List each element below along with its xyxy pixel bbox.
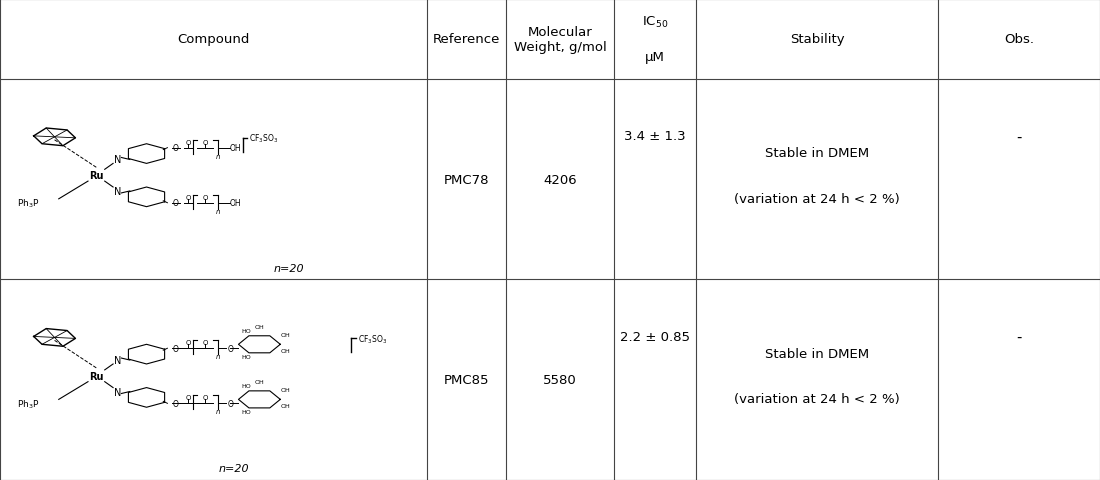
Text: (variation at 24 h < 2 %): (variation at 24 h < 2 %) <box>735 393 900 406</box>
Text: Ph$_3$P: Ph$_3$P <box>16 397 40 410</box>
Text: -: - <box>1016 329 1022 344</box>
Text: OH: OH <box>280 348 290 353</box>
Text: OH: OH <box>254 379 264 384</box>
Text: Stability: Stability <box>790 33 845 47</box>
Text: OH: OH <box>280 387 290 392</box>
Text: O: O <box>202 340 208 346</box>
Text: N: N <box>113 187 121 196</box>
Text: HO: HO <box>241 354 251 359</box>
Text: OH: OH <box>254 324 264 329</box>
Text: O: O <box>186 340 191 346</box>
Text: -: - <box>1016 129 1022 144</box>
Text: O: O <box>228 399 233 408</box>
Text: O: O <box>173 399 178 408</box>
Text: O: O <box>228 344 233 353</box>
Text: 3.4 ± 1.3: 3.4 ± 1.3 <box>624 130 686 143</box>
Text: n=20: n=20 <box>219 463 250 473</box>
Text: O: O <box>186 194 191 201</box>
Text: N: N <box>113 155 121 165</box>
Text: Molecular
Weight, g/mol: Molecular Weight, g/mol <box>514 26 606 54</box>
Text: O: O <box>202 140 208 145</box>
Text: HO: HO <box>241 328 251 333</box>
Text: O: O <box>173 344 178 353</box>
Text: O: O <box>186 140 191 145</box>
Text: Stable in DMEM: Stable in DMEM <box>766 347 869 360</box>
Text: OH: OH <box>280 403 290 408</box>
Text: Obs.: Obs. <box>1004 33 1034 47</box>
Text: 2.2 ± 0.85: 2.2 ± 0.85 <box>620 330 690 343</box>
Text: HO: HO <box>241 384 251 388</box>
Text: (variation at 24 h < 2 %): (variation at 24 h < 2 %) <box>735 192 900 205</box>
Text: N: N <box>113 355 121 365</box>
Text: O: O <box>173 199 178 208</box>
Text: Ru: Ru <box>89 171 103 181</box>
Text: n: n <box>216 153 220 159</box>
Text: IC$_{50}$

μM: IC$_{50}$ μM <box>641 15 669 64</box>
Text: OH: OH <box>230 199 242 208</box>
Text: 4206: 4206 <box>543 173 576 186</box>
Text: n: n <box>216 408 220 414</box>
Text: HO: HO <box>241 409 251 414</box>
Text: OH: OH <box>230 144 242 153</box>
Text: O: O <box>202 395 208 401</box>
Text: O: O <box>202 194 208 201</box>
Text: Ph$_3$P: Ph$_3$P <box>16 197 40 210</box>
Text: O: O <box>173 144 178 153</box>
Text: O: O <box>186 395 191 401</box>
Text: Ru: Ru <box>89 371 103 381</box>
Text: 5580: 5580 <box>543 373 576 386</box>
Text: N: N <box>113 387 121 396</box>
Text: PMC78: PMC78 <box>443 173 490 186</box>
Text: CF$_3$SO$_3$: CF$_3$SO$_3$ <box>358 333 387 345</box>
Text: Reference: Reference <box>432 33 500 47</box>
Text: Compound: Compound <box>177 33 250 47</box>
Text: PMC85: PMC85 <box>443 373 490 386</box>
Text: Stable in DMEM: Stable in DMEM <box>766 147 869 160</box>
Text: CF$_3$SO$_3$: CF$_3$SO$_3$ <box>249 132 278 145</box>
Text: OH: OH <box>280 332 290 337</box>
Text: n: n <box>216 353 220 360</box>
Text: n: n <box>216 208 220 214</box>
Text: n=20: n=20 <box>273 263 304 273</box>
